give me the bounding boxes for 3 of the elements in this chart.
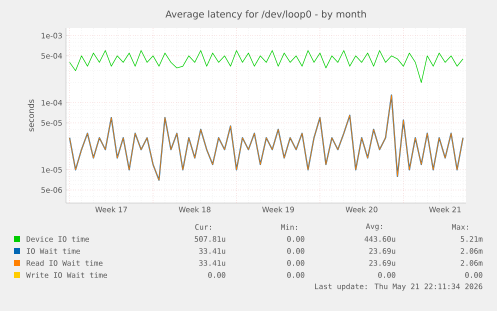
- chart-title: Average latency for /dev/loop0 - by month: [165, 10, 366, 20]
- y-axis-title: seconds: [28, 100, 34, 132]
- line-series: [69, 50, 464, 83]
